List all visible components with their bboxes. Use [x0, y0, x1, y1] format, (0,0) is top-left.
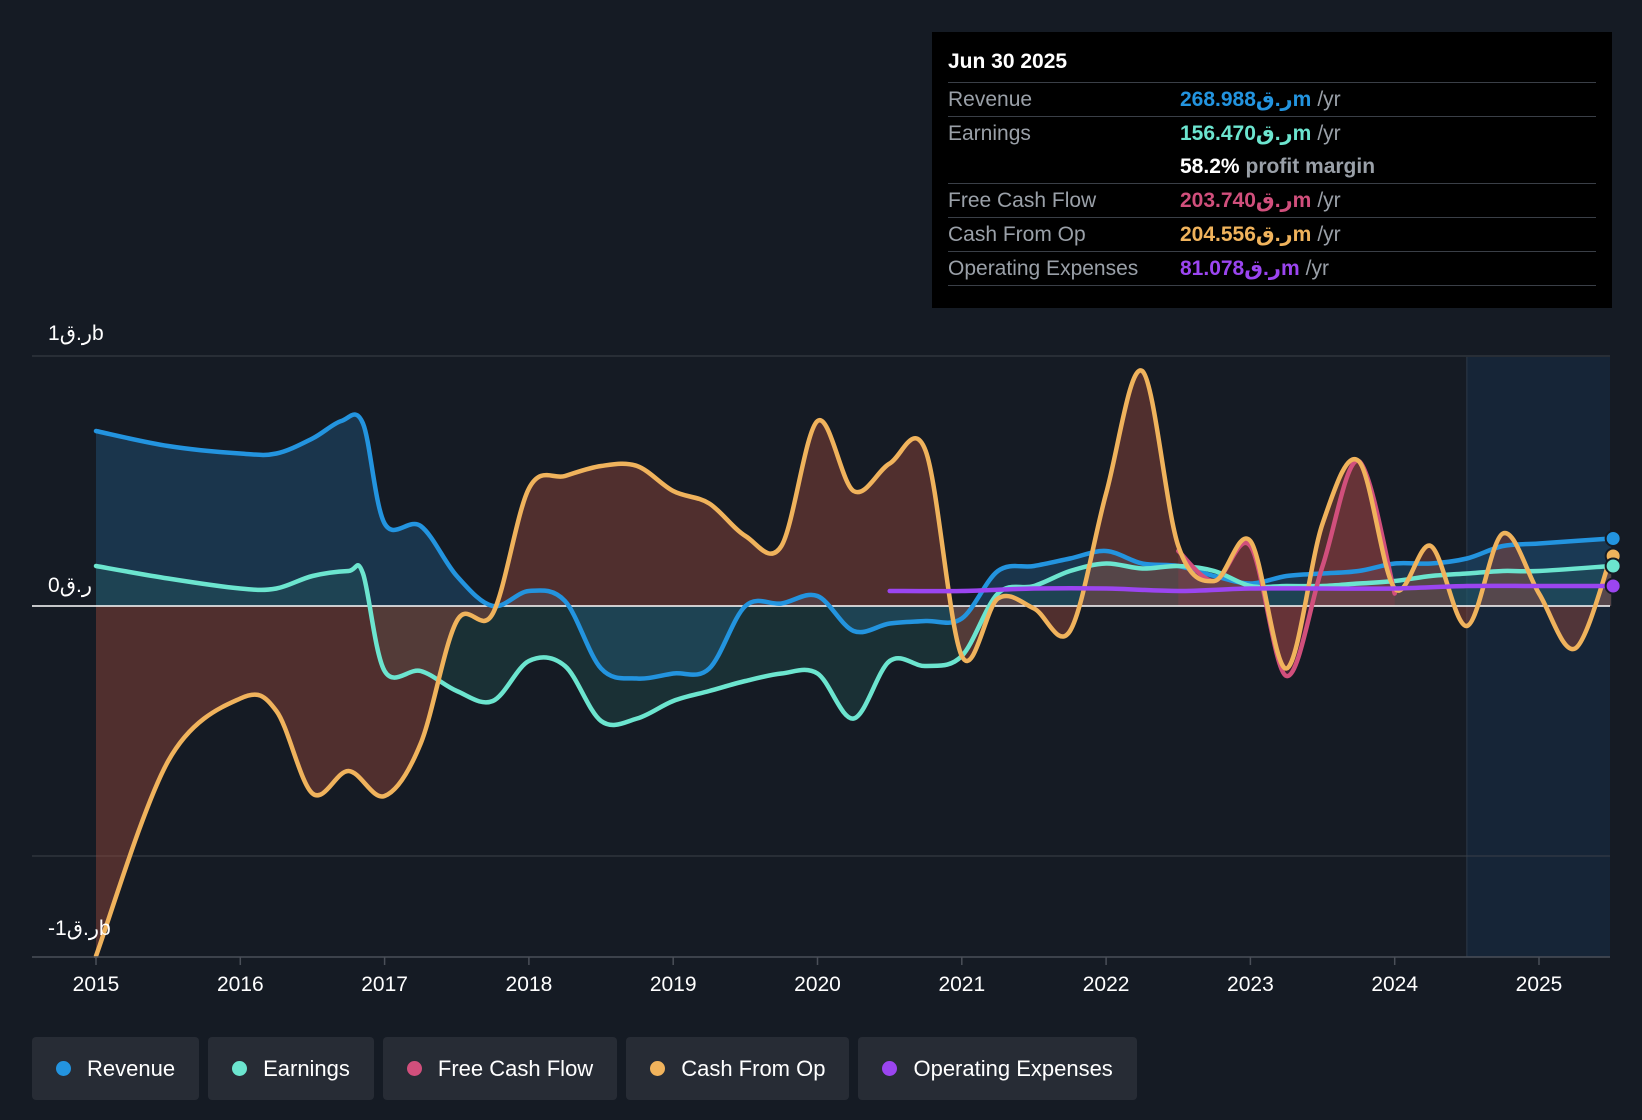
data-tooltip: Jun 30 2025 Revenue 268.988ر.قm /yr Earn… — [932, 32, 1612, 308]
legend-item-cash-from-op[interactable]: Cash From Op — [626, 1037, 850, 1100]
tooltip-unit: /yr — [1317, 223, 1341, 246]
legend-dot-icon — [406, 1061, 422, 1076]
x-tick-label: 2015 — [73, 973, 120, 996]
x-tick-label: 2016 — [217, 973, 264, 996]
legend-item-free-cash-flow[interactable]: Free Cash Flow — [382, 1037, 618, 1100]
x-axis-ticks: 2015 2016 2017 2018 2019 2020 2021 2022 2023 2024… — [73, 957, 1563, 996]
y-tick-label: 1ر.قb — [48, 322, 104, 346]
x-tick-label: 2017 — [361, 973, 408, 996]
legend-label: Cash From Op — [681, 1055, 826, 1081]
x-tick-label: 2021 — [938, 973, 985, 996]
series-endpoints — [1604, 530, 1622, 595]
tooltip-value: 204.556ر.قm — [1180, 223, 1312, 246]
tooltip-label: Cash From Op — [948, 223, 1086, 246]
x-tick-label: 2022 — [1083, 973, 1130, 996]
tooltip-row-profit-margin: 58.2% profit margin — [948, 150, 1596, 184]
x-tick-label: 2024 — [1371, 973, 1418, 996]
tooltip-unit: /yr — [1317, 189, 1341, 212]
y-tick-label: -1ر.قb — [48, 917, 111, 941]
legend-dot-icon — [882, 1061, 898, 1076]
area-free-cash-flow — [1178, 460, 1395, 677]
x-tick-label: 2025 — [1516, 973, 1563, 996]
y-tick-label: 0ر.ق — [48, 574, 92, 598]
tooltip-value: 156.470ر.قm — [1180, 122, 1312, 145]
x-tick-label: 2020 — [794, 973, 841, 996]
endpoint-earnings — [1604, 557, 1622, 575]
legend-dot-icon — [650, 1061, 666, 1076]
line-operating-expenses — [887, 583, 1614, 594]
tooltip-row-operating-expenses: Operating Expenses 81.078ر.قm /yr — [948, 252, 1596, 286]
tooltip-label: Revenue — [948, 88, 1033, 111]
series-lines — [93, 368, 1614, 959]
legend-item-operating-expenses[interactable]: Operating Expenses — [858, 1037, 1137, 1100]
line-earnings — [93, 561, 1614, 728]
x-tick-label: 2023 — [1227, 973, 1274, 996]
legend-dot-icon — [56, 1061, 71, 1076]
legend-dot-icon — [232, 1061, 248, 1076]
tooltip-unit: /yr — [1317, 122, 1341, 145]
tooltip-unit: profit margin — [1245, 155, 1376, 178]
series-areas — [96, 370, 1612, 956]
tooltip-unit: /yr — [1305, 257, 1329, 280]
legend-item-revenue[interactable]: Revenue — [32, 1037, 200, 1100]
tooltip-row-cash-from-op: Cash From Op 204.556ر.قm /yr — [948, 218, 1596, 252]
forecast-shade — [1466, 357, 1610, 957]
area-earnings — [96, 563, 1612, 725]
chart-legend: Revenue Earnings Free Cash Flow Cash Fro… — [32, 1037, 1137, 1100]
legend-label: Free Cash Flow — [437, 1055, 594, 1081]
tooltip-row-revenue: Revenue 268.988ر.قm /yr — [948, 83, 1596, 117]
x-tick-label: 2019 — [650, 973, 697, 996]
area-cash-from-op — [96, 370, 1612, 956]
line-cash-from-op — [93, 368, 1614, 959]
tooltip-value: 58.2% — [1180, 155, 1240, 178]
legend-item-earnings[interactable]: Earnings — [208, 1037, 374, 1100]
endpoint-operating-expenses — [1604, 577, 1622, 595]
tooltip-value: 203.740ر.قm — [1180, 189, 1312, 212]
legend-label: Operating Expenses — [913, 1055, 1113, 1081]
tooltip-label: Operating Expenses — [948, 257, 1139, 280]
endpoint-revenue — [1604, 530, 1622, 547]
tooltip-row-earnings: Earnings 156.470ر.قm /yr — [948, 117, 1596, 150]
line-revenue — [93, 412, 1614, 681]
tooltip-label: Free Cash Flow — [948, 189, 1097, 212]
tooltip-value: 268.988ر.قm — [1180, 88, 1312, 111]
tooltip-label: Earnings — [948, 122, 1031, 145]
tooltip-unit: /yr — [1317, 88, 1341, 111]
tooltip-value: 81.078ر.قm — [1180, 257, 1300, 280]
legend-label: Earnings — [263, 1055, 350, 1081]
legend-label: Revenue — [87, 1055, 176, 1081]
tooltip-row-free-cash-flow: Free Cash Flow 203.740ر.قm /yr — [948, 184, 1596, 218]
tooltip-label — [948, 150, 1180, 183]
x-tick-label: 2018 — [506, 973, 553, 996]
tooltip-date: Jun 30 2025 — [948, 46, 1596, 83]
grid-lines — [32, 355, 1610, 857]
area-revenue — [96, 414, 1612, 679]
y-axis-ticks: 1ر.قb 0ر.ق -1ر.قb — [48, 322, 111, 941]
